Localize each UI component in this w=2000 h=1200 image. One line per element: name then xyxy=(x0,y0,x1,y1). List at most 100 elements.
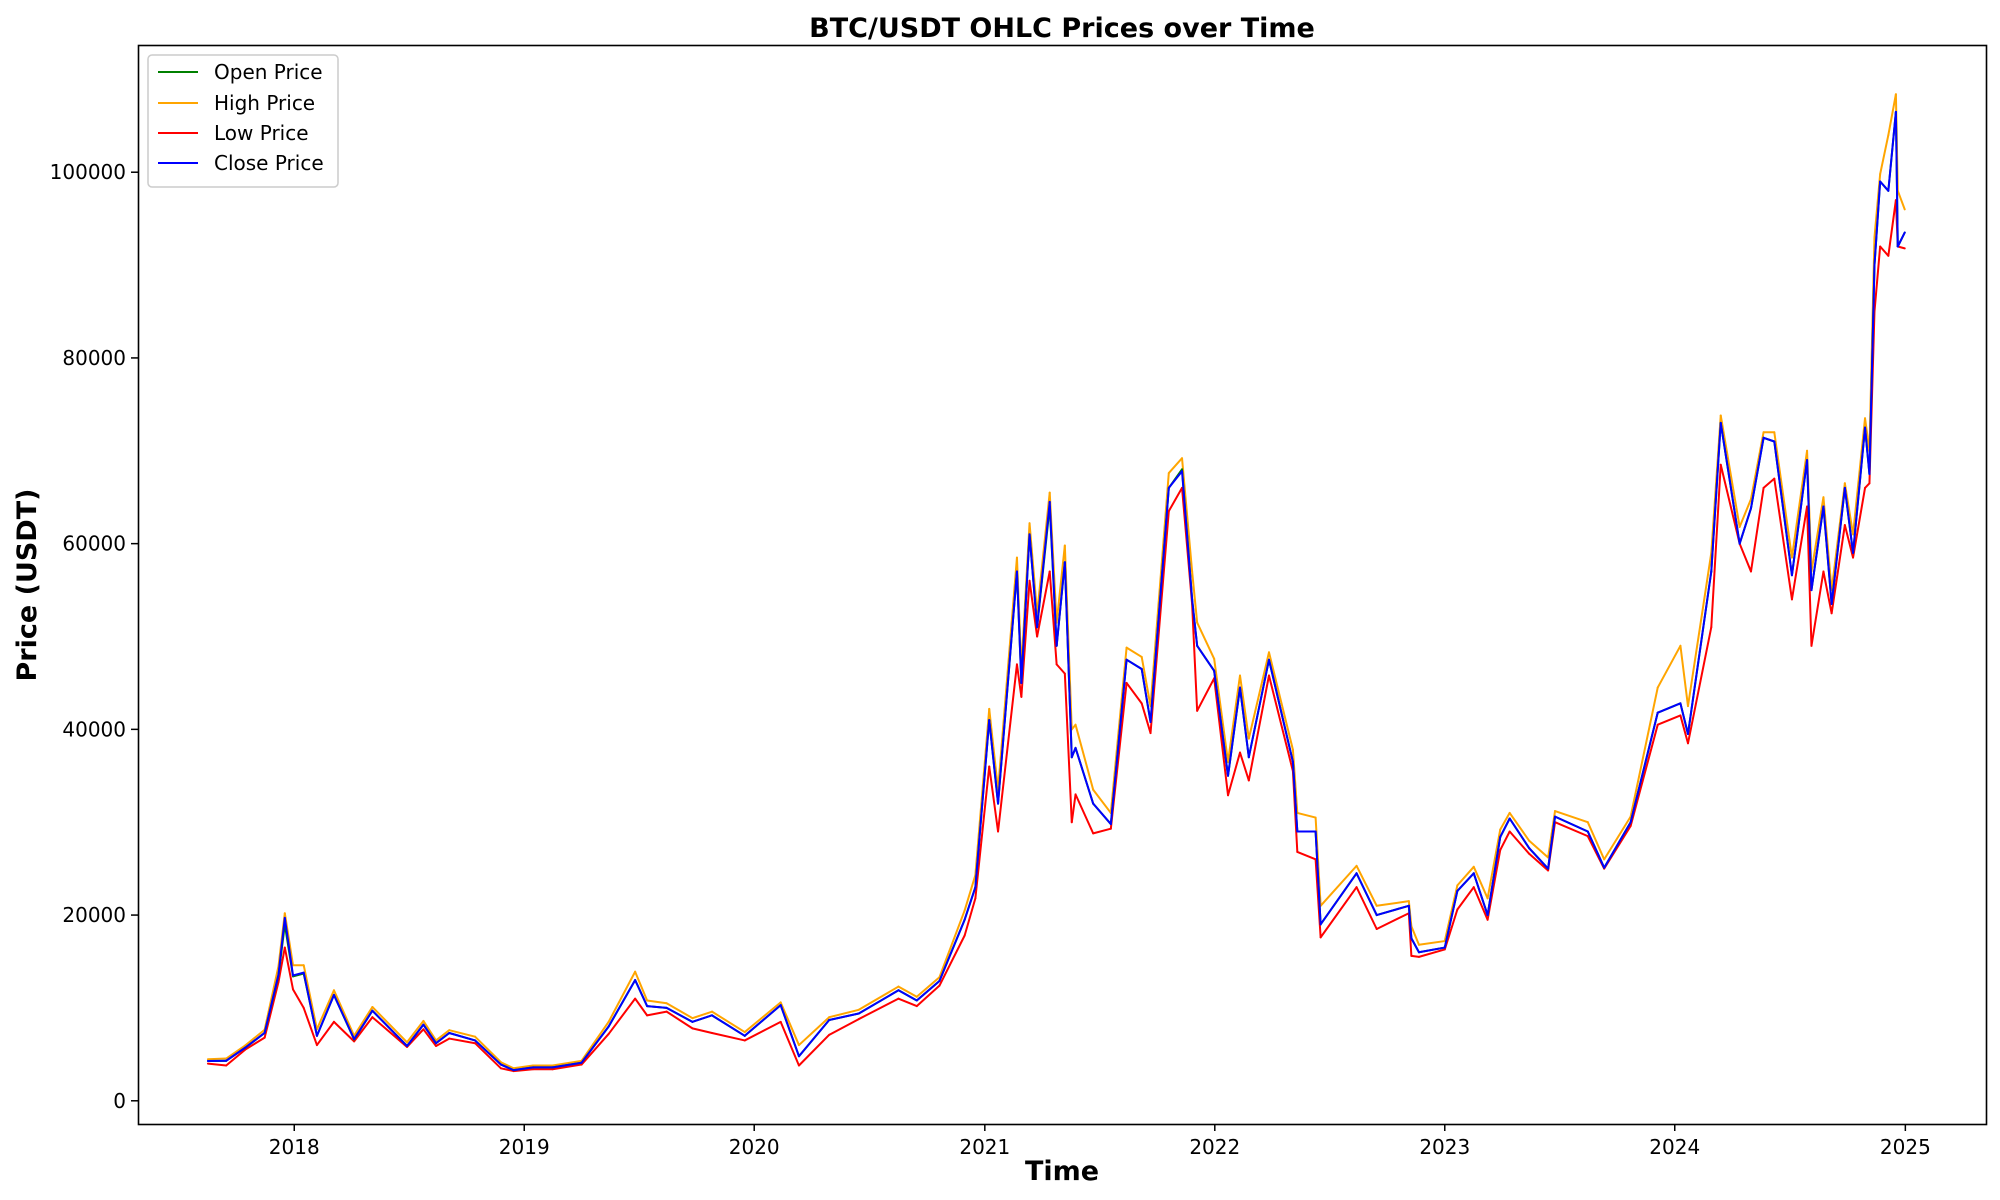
series-segment xyxy=(1036,491,1051,615)
series-segment xyxy=(1896,189,1906,211)
series-segment xyxy=(1719,421,1741,545)
series-segment xyxy=(1291,760,1299,833)
series-segment xyxy=(1191,598,1199,647)
series-segment xyxy=(353,1016,374,1043)
series-low-price xyxy=(206,199,1906,1073)
series-segment xyxy=(988,765,1000,833)
series-segment xyxy=(499,1063,515,1072)
series-segment xyxy=(1417,946,1446,954)
x-axis: 2018 2019 2020 2021 2022 2023 2024 2025 xyxy=(269,1124,1931,1159)
series-segment xyxy=(963,897,977,937)
series-segment xyxy=(206,1057,228,1061)
series-segment xyxy=(857,985,900,1011)
series-segment xyxy=(302,971,318,1037)
series-segment xyxy=(1239,674,1250,740)
series-segment xyxy=(1417,940,1446,946)
series-segment xyxy=(1375,912,1410,930)
series-segment xyxy=(499,1067,515,1073)
series-segment xyxy=(1296,850,1317,861)
series-segment xyxy=(302,1006,318,1047)
series-segment xyxy=(915,976,941,998)
series-segment xyxy=(1015,663,1023,698)
series-segment xyxy=(1843,524,1855,559)
series-segment xyxy=(1227,686,1241,777)
series-segment xyxy=(634,997,649,1017)
x-tick-label: 2023 xyxy=(1419,1135,1470,1159)
series-segment xyxy=(1790,459,1809,577)
series-segment xyxy=(1015,570,1023,684)
series-segment xyxy=(1896,245,1906,250)
y-axis-title: Price (USDT) xyxy=(12,489,43,682)
series-segment xyxy=(1048,570,1058,666)
series-segment xyxy=(1048,500,1058,647)
series-segment xyxy=(1738,498,1752,528)
series-segment xyxy=(988,719,1000,805)
series-segment xyxy=(711,1010,746,1034)
series-segment xyxy=(474,1039,502,1066)
series-segment xyxy=(1528,847,1550,870)
series-segment xyxy=(244,1028,266,1047)
series-segment xyxy=(1140,702,1152,735)
series-segment xyxy=(828,1012,860,1021)
x-tick-label: 2025 xyxy=(1880,1135,1931,1159)
series-segment xyxy=(315,1020,335,1047)
series-segment xyxy=(512,1068,535,1073)
series-segment xyxy=(897,989,918,1002)
series-segment xyxy=(1074,723,1095,791)
series-segment xyxy=(1472,865,1489,900)
series-segment xyxy=(371,1009,409,1047)
series-segment xyxy=(1472,886,1489,921)
series-segment xyxy=(963,886,977,921)
series-segment xyxy=(1167,470,1184,489)
series-segment xyxy=(1109,646,1128,814)
series-segment xyxy=(1267,674,1294,773)
series-segment xyxy=(1140,668,1152,723)
series-segment xyxy=(1314,830,1322,926)
series-segment xyxy=(277,946,286,983)
series-segment xyxy=(1074,746,1095,805)
series-segment xyxy=(1738,507,1752,545)
series-segment xyxy=(1109,658,1128,826)
series-segment xyxy=(244,1031,266,1049)
series-segment xyxy=(1508,817,1531,850)
series-segment xyxy=(1247,674,1270,782)
series-segment xyxy=(1810,570,1825,647)
series-segment xyxy=(743,1020,782,1042)
y-tick-label: 40000 xyxy=(62,717,126,741)
series-segment xyxy=(1719,414,1741,528)
series-segment xyxy=(1074,793,1095,835)
series-segment xyxy=(1213,677,1230,797)
series-segment xyxy=(1410,925,1420,946)
series-segment xyxy=(225,1046,247,1062)
series-segment xyxy=(353,1009,374,1041)
x-tick-label: 2022 xyxy=(1189,1135,1240,1159)
series-segment xyxy=(743,1004,782,1037)
series-segment xyxy=(1806,459,1813,592)
plot-area-frame xyxy=(137,44,1988,1126)
series-segment xyxy=(1319,872,1358,926)
series-segment xyxy=(1873,180,1882,267)
series-segment xyxy=(691,1014,713,1023)
series-segment xyxy=(1528,839,1550,859)
series-segment xyxy=(1738,542,1752,573)
series-segment xyxy=(1456,872,1475,892)
series-segment xyxy=(1167,457,1184,475)
series-segment xyxy=(1149,486,1170,723)
series-segment xyxy=(1873,245,1882,313)
series-segment xyxy=(1028,579,1039,638)
series-segment xyxy=(422,1019,438,1042)
legend-label-close: Close Price xyxy=(214,151,324,175)
y-tick-label: 0 xyxy=(113,1089,126,1113)
series-segment xyxy=(1319,864,1358,907)
series-segment xyxy=(1213,669,1230,777)
series-segment xyxy=(1070,793,1077,824)
series-segment xyxy=(1879,180,1890,192)
series-segment xyxy=(1247,651,1270,740)
legend: Open Price High Price Low Price Close Pr… xyxy=(147,54,339,188)
series-segment xyxy=(1629,711,1659,824)
series-segment xyxy=(332,1020,356,1043)
series-segment xyxy=(435,1032,451,1045)
series-segment xyxy=(1554,815,1589,833)
series-segment xyxy=(448,1029,477,1038)
series-segment xyxy=(474,1042,502,1070)
